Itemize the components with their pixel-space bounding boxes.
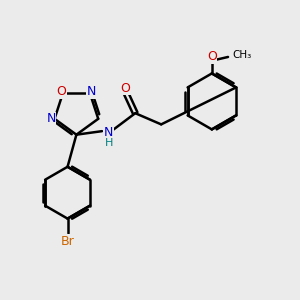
Text: H: H <box>105 138 113 148</box>
Text: N: N <box>46 112 56 125</box>
Text: Br: Br <box>61 235 74 248</box>
Text: O: O <box>56 85 66 98</box>
Text: N: N <box>87 85 96 98</box>
Text: O: O <box>120 82 130 95</box>
Text: CH₃: CH₃ <box>232 50 252 61</box>
Text: N: N <box>104 126 113 140</box>
Text: O: O <box>207 50 217 64</box>
